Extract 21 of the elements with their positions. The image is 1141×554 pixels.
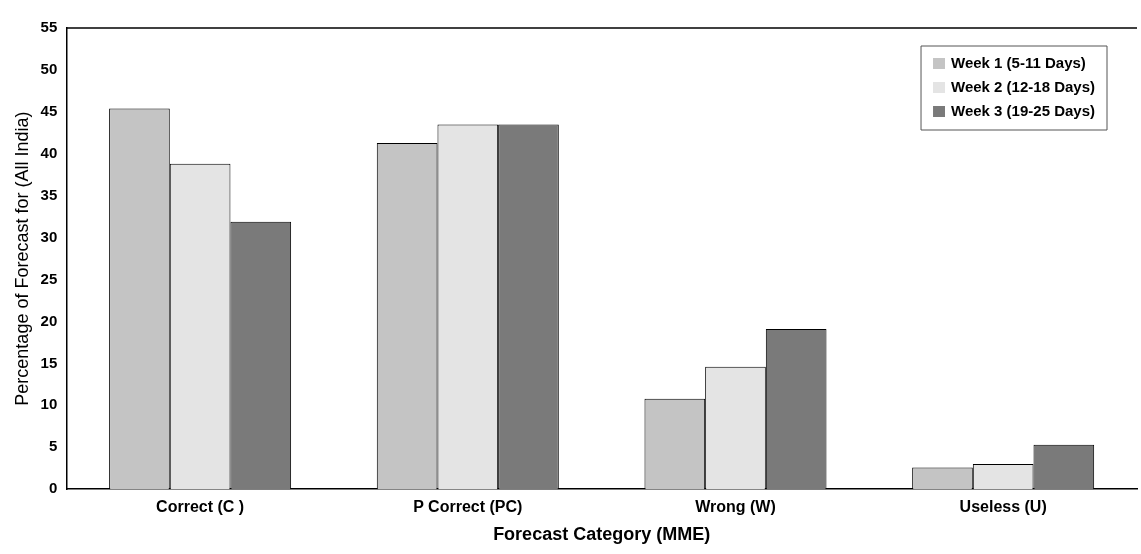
y-tick-label: 40 — [40, 143, 58, 161]
x-axis-title: Forecast Category (MME) — [493, 524, 711, 545]
x-tick-label: Useless (U) — [959, 498, 1047, 516]
y-tick-label: 30 — [40, 227, 58, 245]
x-tick-label: Correct (C ) — [156, 498, 245, 516]
y-tick-label: 55 — [40, 18, 58, 36]
y-tick-label: 45 — [40, 102, 58, 119]
y-tick-label: 25 — [40, 269, 58, 287]
y-tick-label: 0 — [48, 479, 58, 497]
y-tick-label: 20 — [40, 311, 58, 329]
y-tick-label: 5 — [48, 437, 58, 455]
y-tick-label: 35 — [40, 185, 58, 203]
y-tick-label: 10 — [40, 395, 58, 413]
legend-label: Week 1 (5-11 Days) — [951, 54, 1086, 72]
y-axis-title: Percentage of Forecast for (All India) — [11, 111, 32, 406]
x-tick-label: Wrong (W) — [695, 498, 776, 516]
legend-label: Week 3 (19-25 Days) — [951, 102, 1096, 120]
y-tick-label: 50 — [40, 60, 58, 78]
y-tick-label: 15 — [40, 353, 58, 371]
legend-label: Week 2 (12-18 Days) — [951, 78, 1096, 96]
x-tick-label: P Correct (PC) — [413, 498, 523, 516]
